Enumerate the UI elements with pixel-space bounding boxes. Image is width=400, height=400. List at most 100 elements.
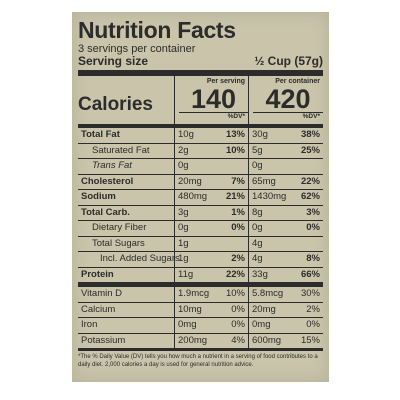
nutrient-name: Incl. Added Sugars [100,253,180,264]
vitamin-table: Vitamin D 1.9mcg 10% 5.8mcg 30% Calcium 10mg 0%… [78,286,323,348]
nutrient-name: Total Sugars [92,237,145,249]
amount-per-container: 5g [248,143,289,158]
dv-per-serving: 13% [225,129,245,140]
amount-per-serving: 0mg [174,318,218,333]
dv-header: %DV* [253,112,323,120]
nutrient-name: Protein [81,268,114,280]
amount-per-container: 8g [248,205,289,220]
nutrient-row: Total Fat 10g 13% 30g 38% [78,127,323,143]
dv-per-container: 25% [300,144,320,156]
amount-per-container: 0mg [248,318,289,333]
amount-per-serving: 1g [174,236,218,251]
nutrient-row: Saturated Fat 2g 10% 5g 25% [78,142,323,158]
amount-per-serving: 480mg [174,190,218,205]
serving-size-row: Serving size ½ Cup (57g) [78,55,323,68]
nutrient-row: Calcium 10mg 0% 20mg 2% [78,301,323,317]
dv-per-serving: 22% [225,268,245,280]
nutrient-row: Trans Fat 0g 0g [78,158,323,174]
nutrient-row: Protein 11g 22% 33g 66% [78,266,323,286]
nutrient-name: Calcium [81,303,116,315]
amount-per-serving: 0g [174,159,218,174]
calories-label: Calories [78,94,153,115]
nutrient-row: Potassium 200mg 4% 600mg 15% [78,332,323,348]
divider-thick [78,70,323,76]
per-container-header: Per container [275,78,320,85]
amount-per-container: 0g [248,159,289,174]
per-serving-header: Per serving [206,78,245,85]
calories-per-container-col: Per container 420 %DV* [248,76,323,124]
amount-per-container: 4g [248,252,289,267]
footnote: *The % Daily Value (DV) tells you how mu… [78,354,318,368]
nutrient-row: Total Sugars 1g 4g [78,235,323,252]
servings-per-container: 3 servings per container [78,43,196,55]
amount-per-container: 4g [248,236,289,251]
amount-per-serving: 10mg [174,302,218,317]
nutrient-name: Sodium [81,191,116,202]
amount-per-container: 5.8mcg [248,287,289,302]
serving-size-value: ½ Cup (57g) [254,54,323,68]
nutrient-name: Trans Fat [92,160,132,171]
dv-per-serving: 10% [225,288,245,299]
nutrient-row: Vitamin D 1.9mcg 10% 5.8mcg 30% [78,286,323,302]
dv-per-serving [218,159,248,174]
dv-per-container: 38% [300,129,320,140]
dv-per-container [289,237,323,252]
dv-per-container: 62% [300,191,320,202]
amount-per-serving: 1g [174,252,218,267]
nutrient-name: Vitamin D [81,288,123,299]
divider-mid [78,348,323,351]
nutrient-name: Iron [81,319,98,330]
serving-size-label: Serving size [78,54,149,68]
amount-per-serving: 0g [174,221,218,236]
nutrient-name: Total Carb. [81,206,130,218]
calories-block: Calories Per serving 140 %DV* Per contai… [78,76,323,124]
dv-per-container: 3% [306,206,320,218]
dv-per-container: 66% [300,268,320,280]
amount-per-container: 33g [248,267,289,282]
dv-per-container: 0% [306,222,320,233]
nutrient-table: Total Fat 10g 13% 30g 38% Saturated Fat 2g 10% 5… [78,127,323,286]
dv-per-container: 22% [300,175,320,187]
amount-per-serving: 20mg [174,174,218,189]
dv-per-container: 0% [306,319,320,330]
dv-per-serving: 2% [231,253,245,264]
calories-per-serving: 140 [190,84,237,114]
amount-per-serving: 2g [174,143,218,158]
amount-per-container: 600mg [248,333,289,348]
dv-per-container: 15% [300,334,320,346]
dv-per-serving: 0% [231,222,245,233]
amount-per-container: 20mg [248,302,289,317]
amount-per-serving: 3g [174,205,218,220]
dv-per-serving: 10% [225,144,245,156]
amount-per-container: 30g [248,128,289,143]
nutrient-row: Incl. Added Sugars 1g 2% 4g 8% [78,251,323,267]
nutrient-name: Potassium [81,334,126,346]
nutrient-name: Dietary Fiber [92,222,147,233]
amount-per-serving: 11g [174,267,218,282]
calories-per-serving-col: Per serving 140 %DV* [174,76,248,124]
amount-per-container: 1430mg [248,190,289,205]
dv-per-serving [218,237,248,252]
nutrient-row: Sodium 480mg 21% 1430mg 62% [78,189,323,205]
nutrient-name: Saturated Fat [92,144,150,156]
nutrient-row: Iron 0mg 0% 0mg 0% [78,317,323,333]
dv-per-container: 8% [306,253,320,264]
nutrient-name: Total Fat [81,129,120,140]
nutrient-row: Total Carb. 3g 1% 8g 3% [78,204,323,220]
dv-per-serving: 0% [231,303,245,315]
amount-per-serving: 1.9mcg [174,287,218,302]
dv-per-serving: 7% [231,175,245,187]
dv-per-serving: 1% [231,206,245,218]
label-title: Nutrition Facts [78,17,236,43]
nutrient-row: Cholesterol 20mg 7% 65mg 22% [78,173,323,189]
nutrient-name: Cholesterol [81,175,134,187]
dv-header: %DV* [179,112,248,120]
amount-per-serving: 200mg [174,333,218,348]
dv-per-container: 30% [300,288,320,299]
dv-per-serving: 21% [225,191,245,202]
dv-per-container: 2% [306,303,320,315]
divider-mid [78,124,323,127]
amount-per-container: 65mg [248,174,289,189]
nutrition-facts-label: Nutrition Facts 3 servings per container… [72,12,329,382]
dv-per-container [289,159,323,174]
